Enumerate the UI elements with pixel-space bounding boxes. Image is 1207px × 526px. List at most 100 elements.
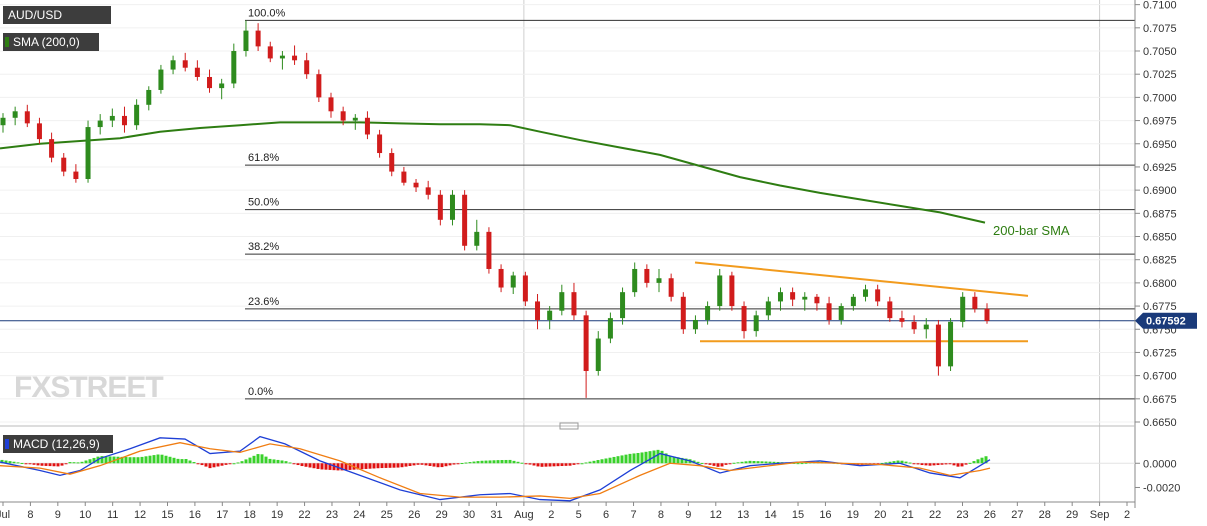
macd-histogram-bar [976, 459, 980, 464]
candle-body [267, 46, 273, 59]
candle-body [243, 30, 249, 52]
macd-histogram-bar [256, 454, 260, 464]
candle-body [255, 30, 261, 47]
macd-histogram-bar [232, 463, 236, 465]
candle [437, 190, 443, 226]
macd-histogram-bar [624, 454, 628, 464]
candle [316, 69, 322, 103]
candle [632, 262, 638, 297]
candle [292, 45, 298, 65]
macd-histogram-bar [284, 461, 288, 464]
macd-histogram-bar [360, 463, 364, 470]
macd-histogram-bar [128, 457, 132, 464]
candle-body [0, 117, 6, 126]
macd-histogram-bar [648, 451, 652, 464]
macd-histogram-bar [404, 463, 408, 467]
candle [729, 271, 735, 311]
candle [377, 129, 383, 158]
candle [36, 117, 42, 144]
candle [583, 310, 589, 398]
macd-histogram-bar [768, 461, 772, 464]
macd-histogram-bar [392, 463, 396, 468]
watermark: FXSTREET [14, 371, 163, 404]
macd-histogram-bar [296, 463, 300, 466]
candle [364, 111, 370, 140]
candle [668, 273, 674, 302]
macd-histogram-bar [736, 462, 740, 464]
candle [777, 287, 783, 311]
candle [231, 43, 237, 89]
x-tick-label: 23 [326, 509, 338, 521]
macd-histogram-bar [492, 460, 496, 464]
macd-histogram-bar [484, 460, 488, 464]
macd-histogram-bar [752, 461, 756, 464]
y-tick-label: 0.6775 [1143, 301, 1177, 313]
candle-body [219, 83, 225, 89]
macd-histogram-bar [452, 463, 456, 465]
macd-histogram-bar [60, 463, 64, 466]
macd-histogram-bar [588, 461, 592, 464]
macd-histogram-bar [412, 463, 416, 466]
candle-body [753, 315, 759, 332]
candle [753, 310, 759, 337]
candle [73, 164, 79, 183]
macd-histogram-bar [504, 459, 508, 464]
macd-histogram-bar [268, 458, 272, 464]
candle-body [425, 187, 431, 195]
x-tick-label: Jul [0, 509, 10, 521]
candle-body [97, 120, 103, 128]
macd-histogram-bar [944, 463, 948, 465]
candle-body [170, 60, 176, 70]
x-tick-label: 9 [685, 509, 691, 521]
macd-histogram-bar [516, 461, 520, 464]
fib-label: 100.0% [248, 7, 286, 19]
x-tick-label: 29 [436, 509, 448, 521]
candle-body [437, 194, 443, 220]
x-tick-label: 24 [353, 509, 365, 521]
y-tick-label: 0.6725 [1143, 347, 1177, 359]
macd-histogram-bar [904, 461, 908, 464]
macd-histogram-bar [496, 460, 500, 464]
candle [838, 303, 844, 325]
candle [559, 284, 565, 316]
macd-histogram-bar [776, 461, 780, 464]
macd-histogram-bar [596, 460, 600, 464]
candle [61, 153, 67, 177]
candle-body [826, 303, 832, 320]
macd-histogram-bar [760, 461, 764, 464]
x-tick-label: 30 [463, 509, 475, 521]
y-tick-label: 0.7075 [1143, 23, 1177, 35]
indicator-label-bg [3, 33, 99, 51]
candle-body [668, 278, 674, 297]
macd-histogram-bar [908, 462, 912, 464]
candle [121, 106, 127, 133]
candle [948, 318, 954, 371]
candle-body [231, 51, 237, 84]
macd-histogram-bar [80, 461, 84, 464]
macd-histogram-bar [24, 463, 28, 465]
candle-body [24, 111, 30, 124]
macd-histogram-bar [680, 457, 684, 464]
x-tick-label: 7 [630, 509, 636, 521]
macd-histogram-bar [20, 462, 24, 464]
candle-body [364, 117, 370, 135]
macd-histogram-bar [700, 462, 704, 464]
macd-histogram-bar [260, 454, 264, 464]
y-tick-label: 0.6825 [1143, 255, 1177, 267]
macd-histogram-bar [448, 463, 452, 466]
indicator-label: SMA (200,0) [3, 33, 99, 51]
macd-histogram-bar [236, 462, 240, 464]
candle-body [462, 194, 468, 246]
macd-y-tick-label: -0.0020 [1143, 482, 1180, 494]
x-tick-label: 27 [1011, 509, 1023, 521]
macd-histogram-bar [40, 463, 44, 466]
macd-histogram-bar [88, 459, 92, 464]
x-tick-label: 8 [27, 509, 33, 521]
candle [207, 69, 213, 93]
candle-body [12, 111, 18, 118]
candles [0, 20, 990, 398]
candle [498, 264, 504, 293]
candle [826, 296, 832, 325]
macd-histogram-bar [920, 463, 924, 466]
